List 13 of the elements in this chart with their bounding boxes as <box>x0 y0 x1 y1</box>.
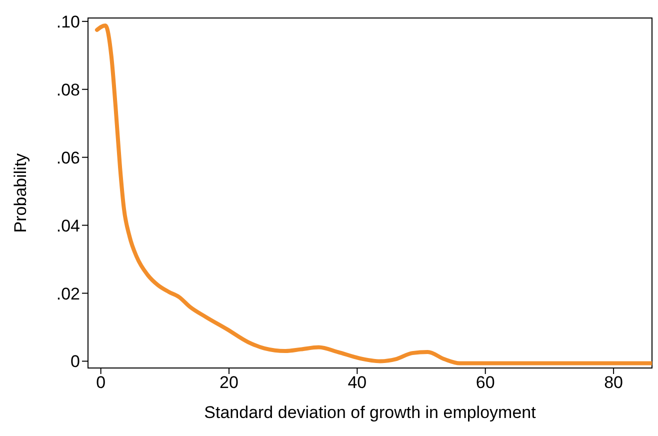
y-tick-label: 0 <box>70 352 80 372</box>
y-axis-title: Probability <box>11 152 30 233</box>
x-axis-title: Standard deviation of growth in employment <box>204 403 536 422</box>
x-tick-label: 80 <box>604 373 624 392</box>
y-tick-label: .02 <box>56 284 80 304</box>
x-tick-label: 60 <box>476 373 495 392</box>
y-tick-label: .06 <box>56 148 80 168</box>
y-tick-label: .10 <box>56 12 80 32</box>
y-tick-label: .04 <box>56 216 80 236</box>
y-tick-label: .08 <box>56 80 80 100</box>
x-tick-label: 0 <box>96 373 106 392</box>
x-tick-label: 20 <box>220 373 238 392</box>
x-tick-label: 40 <box>348 373 367 392</box>
